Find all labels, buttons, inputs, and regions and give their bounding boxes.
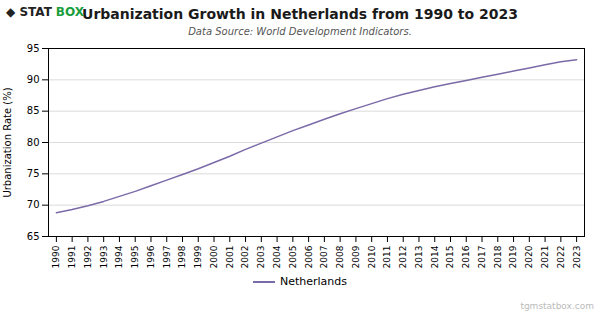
svg-text:1990: 1990 — [51, 245, 61, 268]
html-text:Netherlands: Netherlands — [280, 275, 347, 288]
svg-text:95: 95 — [27, 43, 40, 54]
svg-text:1995: 1995 — [130, 246, 140, 269]
svg-text:1998: 1998 — [177, 245, 187, 268]
svg-text:2019: 2019 — [508, 245, 518, 268]
svg-text:65: 65 — [27, 231, 40, 242]
html-text:tgmstatbox.com: tgmstatbox.com — [520, 301, 594, 311]
html-text:◆ STAT BOXUrbanization Growth: ◆ STAT BOXUrbanization Growth in Netherl… — [6, 5, 518, 22]
svg-text:70: 70 — [27, 199, 40, 210]
html-text:Data Source: World Development: Data Source: World Development Indicator… — [188, 26, 412, 37]
svg-text:Urbanization Rate (%): Urbanization Rate (%) — [2, 87, 13, 197]
svg-text:2023: 2023 — [571, 246, 581, 269]
svg-text:80: 80 — [27, 137, 40, 148]
svg-text:1993: 1993 — [99, 246, 109, 269]
svg-text:2001: 2001 — [225, 246, 235, 269]
svg-text:85: 85 — [27, 105, 40, 116]
svg-text:1991: 1991 — [67, 246, 77, 269]
svg-text:1992: 1992 — [83, 246, 93, 269]
svg-text:2008: 2008 — [335, 245, 345, 268]
svg-text:1999: 1999 — [193, 245, 203, 268]
svg-text:2000: 2000 — [209, 245, 219, 268]
svg-text:2022: 2022 — [556, 246, 566, 269]
svg-text:2009: 2009 — [351, 245, 361, 268]
svg-text:2017: 2017 — [477, 246, 487, 269]
svg-text:75: 75 — [27, 168, 40, 179]
svg-text:2012: 2012 — [398, 246, 408, 269]
svg-text:2021: 2021 — [540, 246, 550, 269]
svg-text:2013: 2013 — [414, 246, 424, 269]
svg-text:2016: 2016 — [461, 245, 471, 268]
svg-text:2006: 2006 — [303, 245, 313, 268]
svg-text:2010: 2010 — [367, 245, 377, 268]
svg-text:1996: 1996 — [146, 245, 156, 268]
svg-text:2011: 2011 — [382, 246, 392, 269]
svg-text:1997: 1997 — [162, 246, 172, 269]
svg-text:2004: 2004 — [272, 245, 282, 268]
svg-text:2014: 2014 — [430, 245, 440, 268]
svg-text:2005: 2005 — [288, 246, 298, 269]
svg-text:2020: 2020 — [524, 245, 534, 268]
svg-text:90: 90 — [27, 74, 40, 85]
svg-text:1994: 1994 — [114, 245, 124, 268]
svg-text:2015: 2015 — [445, 246, 455, 269]
svg-text:2018: 2018 — [493, 245, 503, 268]
svg-text:2003: 2003 — [256, 246, 266, 269]
svg-text:2002: 2002 — [240, 246, 250, 269]
svg-text:2007: 2007 — [319, 246, 329, 269]
